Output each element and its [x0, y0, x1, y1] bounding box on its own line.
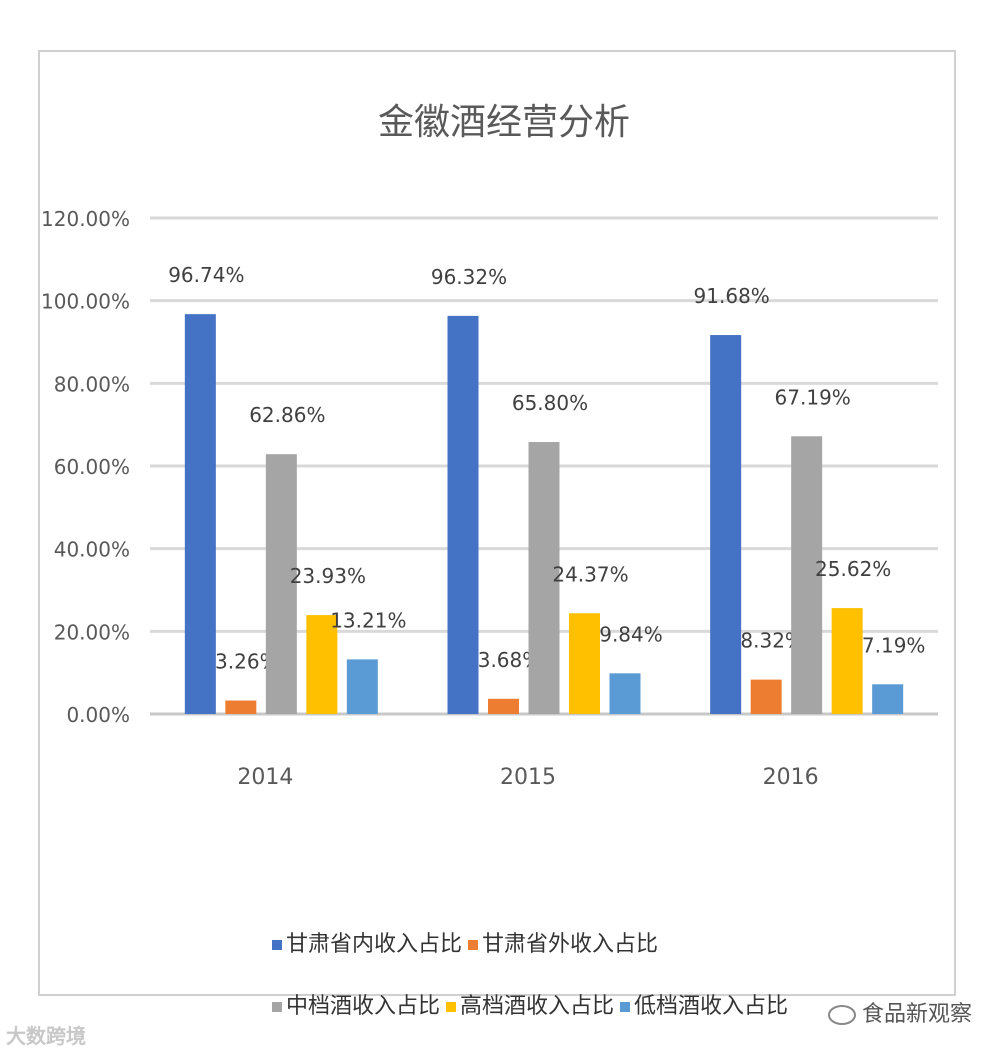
data-label: 96.74%: [168, 263, 244, 287]
legend-swatch: [272, 1002, 282, 1012]
watermark-left: 大数跨境: [6, 1024, 86, 1048]
legend-label: 高档酒收入占比: [460, 994, 615, 1019]
legend-item: 甘肃省外收入占比: [468, 914, 658, 976]
legend-item: 低档酒收入占比: [620, 976, 788, 1038]
bar: [872, 684, 904, 714]
legend-label: 中档酒收入占比: [286, 994, 441, 1019]
legend-swatch: [446, 1002, 457, 1012]
y-tick-label: 0.00%: [66, 703, 130, 727]
bar: [447, 315, 479, 714]
data-label: 13.21%: [330, 608, 406, 632]
legend-label: 低档酒收入占比: [634, 994, 789, 1019]
y-tick-label: 120.00%: [41, 207, 130, 231]
bar: [306, 615, 338, 714]
chart-canvas: 金徽酒经营分析 0.00% 20.00% 40.00% 60.00% 80.00% 100.…: [41, 102, 938, 790]
y-tick-label: 20.00%: [54, 620, 130, 644]
legend-swatch: [272, 940, 282, 950]
x-tick-label: 2016: [763, 765, 819, 790]
data-label: 91.68%: [694, 284, 770, 308]
watermark-right: 食品新观察: [827, 996, 972, 1028]
data-label: 96.32%: [431, 265, 507, 289]
bar: [609, 673, 641, 714]
legend-item: 高档酒收入占比: [446, 976, 614, 1038]
x-tick-label: 2014: [237, 765, 293, 790]
legend-item: 甘肃省内收入占比: [272, 914, 462, 976]
data-label: 9.84%: [599, 622, 663, 646]
y-tick-label: 60.00%: [54, 455, 130, 479]
data-label: 24.37%: [552, 562, 628, 586]
data-label: 65.80%: [512, 391, 588, 415]
bar: [265, 454, 297, 714]
bar: [184, 314, 216, 714]
legend-label: 甘肃省内收入占比: [286, 932, 463, 957]
bar: [488, 698, 519, 714]
watermark-right-text: 食品新观察: [861, 1002, 972, 1027]
y-tick-label: 100.00%: [41, 290, 130, 314]
legend-swatch: [620, 1002, 631, 1012]
bar: [225, 700, 257, 714]
data-label: 23.93%: [290, 564, 366, 588]
bar: [831, 608, 863, 714]
bar: [710, 335, 742, 714]
bar: [346, 659, 378, 714]
x-tick-label: 2015: [500, 765, 556, 790]
y-tick-label: 40.00%: [54, 538, 130, 562]
chart-frame: 金徽酒经营分析 0.00% 20.00% 40.00% 60.00% 80.00% 100.…: [38, 50, 956, 1019]
data-label: 25.62%: [815, 557, 891, 581]
y-tick-label: 80.00%: [54, 372, 130, 396]
data-label: 7.19%: [862, 633, 926, 657]
legend-label: 甘肃省外收入占比: [482, 932, 659, 957]
bar: [528, 442, 560, 714]
bar: [750, 679, 782, 714]
bar: [791, 436, 823, 714]
chart-legend: 甘肃省内收入占比 甘肃省外收入占比中档酒收入占比 高档酒收入占比 低档酒收入占比: [272, 914, 832, 1038]
wechat-icon: [827, 1005, 856, 1025]
bar: [569, 613, 600, 714]
legend-swatch: [468, 940, 479, 950]
data-label: 62.86%: [249, 403, 325, 427]
legend-item: 中档酒收入占比: [272, 976, 440, 1038]
chart-title: 金徽酒经营分析: [378, 102, 630, 143]
data-label: 67.19%: [775, 385, 851, 409]
